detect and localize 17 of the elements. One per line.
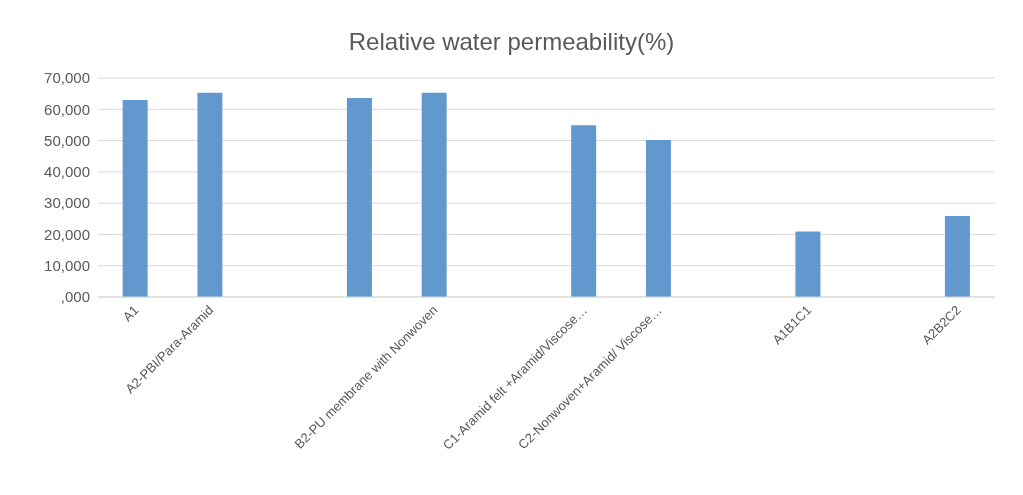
y-tick-label: 40,000 [44,163,90,181]
bar [346,98,372,297]
bar [571,125,597,297]
y-tick-label: ,000 [60,288,90,306]
bar [795,231,821,297]
bar [421,92,447,297]
y-tick-label: 30,000 [44,194,90,212]
bar [645,139,671,297]
y-tick-label: 10,000 [44,257,90,275]
chart-title: Relative water permeability(%) [347,28,676,56]
bar [944,215,970,297]
y-tick-label: 60,000 [44,100,90,118]
bar [122,99,148,297]
bar [197,92,223,297]
y-tick-label: 70,000 [44,69,90,87]
y-tick-label: 20,000 [44,225,90,243]
y-tick-label: 50,000 [44,131,90,149]
